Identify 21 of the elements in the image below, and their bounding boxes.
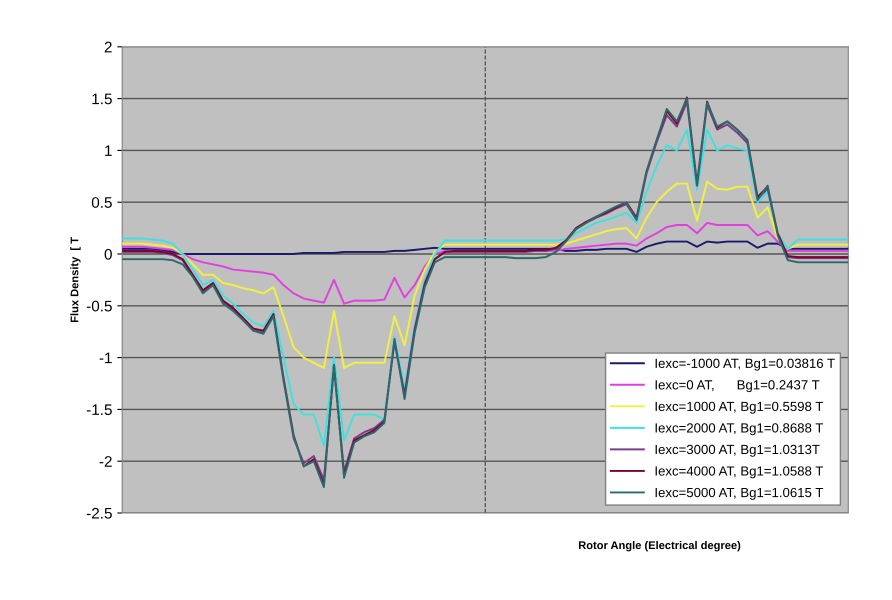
y-tick-label: -1 <box>100 352 112 364</box>
line-series <box>122 240 848 255</box>
legend-label: Iexc=5000 AT, Bg1=1.0615 T <box>656 488 824 500</box>
legend-label: Iexc=0 AT, Bg1=0.2437 T <box>656 380 820 392</box>
line-series <box>122 180 848 369</box>
legend-label: Iexc=2000 AT, Bg1=0.8688 T <box>656 423 824 436</box>
x-axis-title: Rotor Angle (Electrical degree) <box>578 540 740 552</box>
legend-label: Iexc=1000 AT, Bg1=0.5598 T <box>656 402 824 414</box>
y-tick-label: -2 <box>100 456 112 467</box>
y-tick-label: -0.5 <box>86 300 112 312</box>
y-tick-label: 0 <box>104 248 112 260</box>
y-tick-label: 0.5 <box>92 197 112 208</box>
y-tick-label: 1.5 <box>92 94 112 104</box>
y-tick-label: 2 <box>104 42 112 52</box>
y-tick-label: 1 <box>105 145 112 156</box>
legend-label: Iexc=3000 AT, Bg1=1.0313T <box>656 444 820 457</box>
legend-label: Iexc=4000 AT, Bg1=1.0588 T <box>656 466 824 478</box>
y-tick-label: -1.5 <box>86 404 112 416</box>
legend-label: Iexc=-1000 AT, Bg1=0.03816 T <box>656 358 835 371</box>
y-tick-label: -2.5 <box>86 508 112 519</box>
y-axis-title: Flux Density [ T <box>70 237 81 322</box>
